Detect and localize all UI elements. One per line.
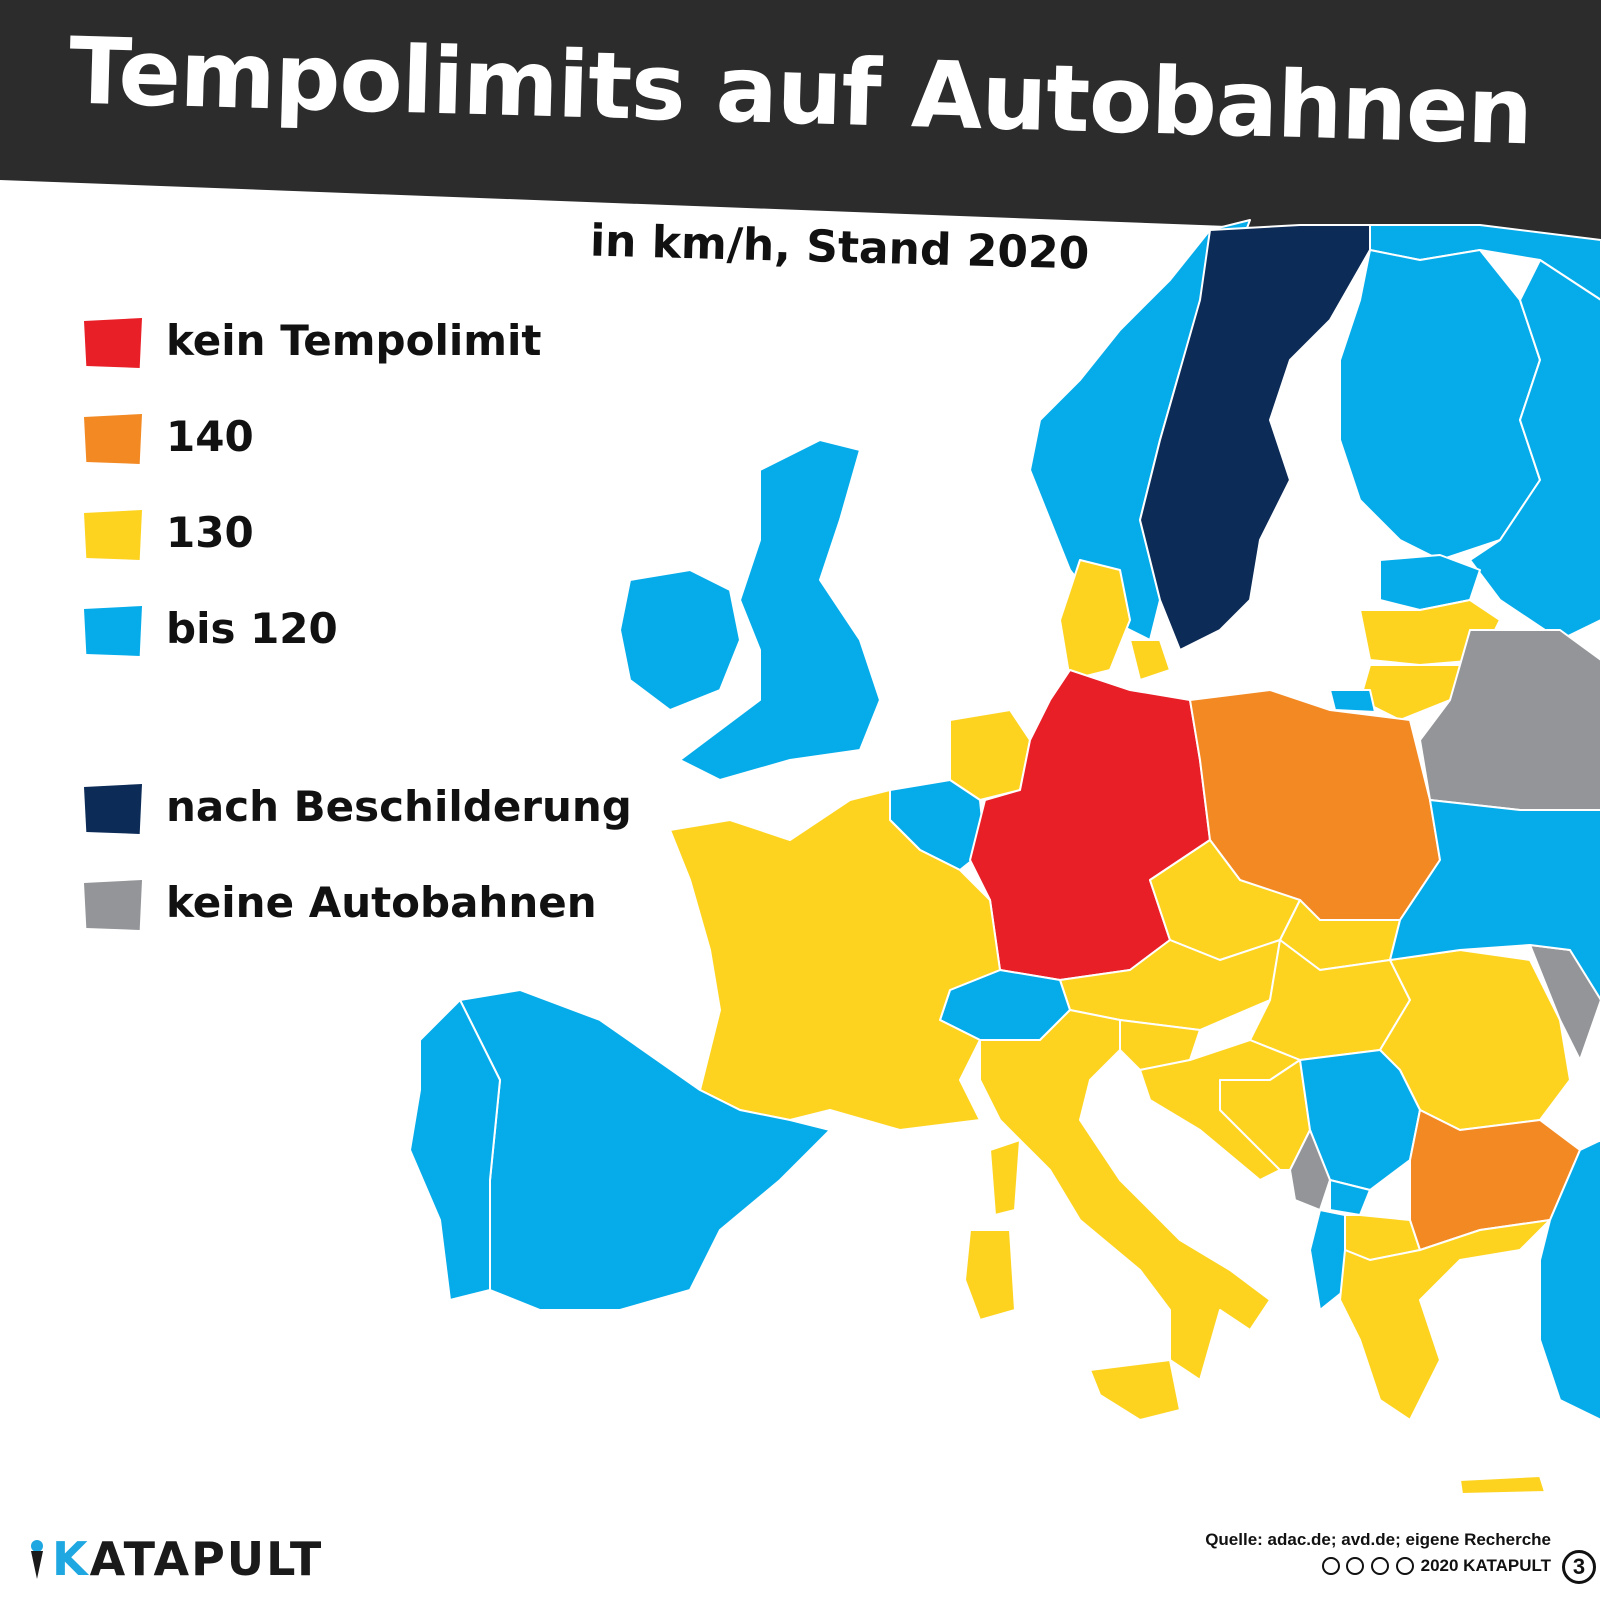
region-corsica (989, 1139, 1021, 1216)
legend-swatch (84, 606, 142, 656)
region-russia (1469, 259, 1601, 641)
legend-item-130: 130 (84, 508, 604, 570)
legend-item-by-signage: nach Beschilderung (84, 782, 632, 844)
source-credit: Quelle: adac.de; avd.de; eigene Recherch… (1205, 1530, 1551, 1576)
nc-icon (1371, 1557, 1390, 1575)
region-albania (1309, 1209, 1346, 1311)
legend-label: keine Autobahnen (166, 878, 597, 927)
region-finland (1339, 249, 1541, 561)
region-turkey (1539, 1139, 1601, 1421)
region-ukraine (1389, 799, 1601, 1001)
region-sweden (1139, 224, 1371, 651)
legend-label: 130 (166, 508, 254, 557)
region-kaliningrad (1329, 689, 1376, 713)
issue-badge: 3 (1562, 1550, 1596, 1584)
legend-item-140: 140 (84, 412, 604, 474)
region-crete (1459, 1475, 1546, 1495)
ice-cream-icon (31, 1540, 43, 1579)
by-icon (1346, 1557, 1365, 1575)
legend-label: 140 (166, 412, 254, 461)
legend-swatch (84, 510, 142, 560)
legend-label: nach Beschilderung (166, 782, 632, 831)
region-greece (1339, 1219, 1551, 1421)
region-italy (979, 1009, 1271, 1381)
logo-rest: ATAPULT (89, 1532, 324, 1586)
region-sicily (1089, 1359, 1181, 1421)
legend-item-up-to-120: bis 120 (84, 604, 604, 666)
legend-swatch (84, 318, 142, 368)
region-portugal (409, 999, 501, 1301)
legend-label: bis 120 (166, 604, 338, 653)
region-montenegro (1289, 1129, 1331, 1211)
logo-initial: K (52, 1532, 90, 1586)
region-france (669, 789, 1001, 1131)
legend-label: kein Tempolimit (166, 316, 542, 365)
region-denmark-islands (1129, 639, 1171, 681)
region-sardinia (964, 1229, 1016, 1321)
legend-item-no-limit: kein Tempolimit (84, 316, 604, 378)
nd-icon (1395, 1557, 1414, 1575)
region-netherlands (949, 709, 1031, 801)
header-band (0, 0, 1601, 240)
legend-swatch (84, 784, 142, 834)
region-denmark (1059, 559, 1131, 681)
copyright-text: 2020 KATAPULT (1420, 1556, 1551, 1575)
region-uk (679, 439, 881, 781)
source-line: Quelle: adac.de; avd.de; eigene Recherch… (1205, 1530, 1551, 1549)
license-line: 2020 KATAPULT (1205, 1556, 1551, 1576)
legend-swatch (84, 414, 142, 464)
legend-item-no-highways: keine Autobahnen (84, 878, 604, 940)
katapult-logo: KATAPULT (30, 1532, 323, 1586)
cc-icon (1321, 1557, 1340, 1575)
region-ireland (619, 569, 741, 711)
legend-swatch (84, 880, 142, 930)
